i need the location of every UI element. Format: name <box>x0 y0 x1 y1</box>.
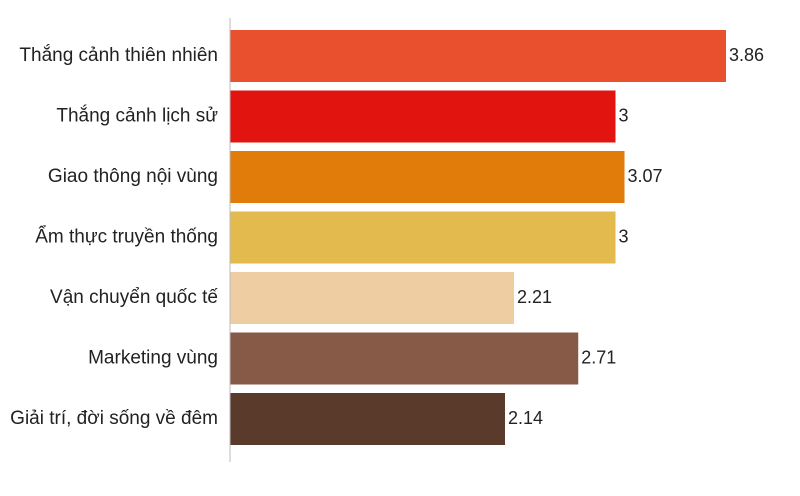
value-label-2: 3.07 <box>627 166 662 186</box>
value-labels: 3.86 3 3.07 3 2.21 2.71 2.14 <box>508 45 764 428</box>
bar-4 <box>230 272 514 324</box>
category-label-1: Thắng cảnh lịch sử <box>56 105 218 127</box>
value-label-6: 2.14 <box>508 408 543 428</box>
bar-1 <box>230 90 616 143</box>
category-label-3: Ẩm thực truyền thống <box>35 226 218 248</box>
category-label-0: Thắng cảnh thiên nhiên <box>19 44 218 66</box>
category-label-5: Marketing vùng <box>88 348 218 369</box>
bar-3 <box>230 211 616 264</box>
value-label-0: 3.86 <box>729 45 764 65</box>
category-label-4: Vận chuyển quốc tế <box>50 287 218 308</box>
bar-0 <box>230 30 727 82</box>
bars-layer <box>230 30 727 445</box>
value-label-4: 2.21 <box>517 287 552 307</box>
category-label-6: Giải trí, đời sống về đêm <box>10 408 218 429</box>
value-label-1: 3 <box>619 105 629 125</box>
bar-6 <box>230 393 505 445</box>
value-label-5: 2.71 <box>581 347 616 367</box>
bar-2 <box>230 151 625 203</box>
category-labels: Thắng cảnh thiên nhiên Thắng cảnh lịch sử… <box>10 44 218 429</box>
bar-5 <box>230 332 579 385</box>
category-label-2: Giao thông nội vùng <box>48 166 218 187</box>
value-label-3: 3 <box>619 226 629 246</box>
